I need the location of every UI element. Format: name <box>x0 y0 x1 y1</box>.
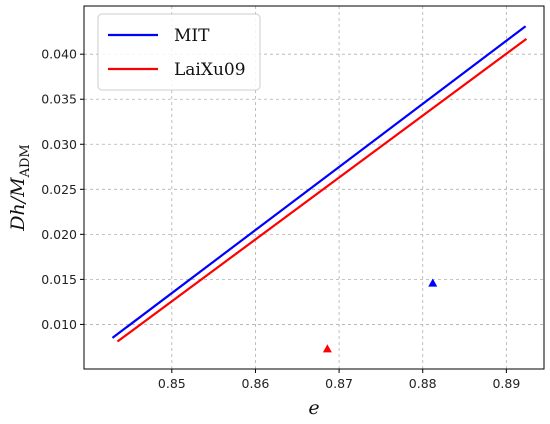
x-tick-label: 0.86 <box>242 376 270 391</box>
series-layer <box>111 25 528 343</box>
x-tick-label: 0.88 <box>409 376 437 391</box>
y-tick-label: 0.025 <box>41 182 77 197</box>
y-tick-label: 0.010 <box>41 317 77 332</box>
series-line-mit <box>111 25 527 339</box>
plot-frame <box>83 5 545 370</box>
y-tick-label: 0.035 <box>41 92 77 107</box>
legend-box <box>97 13 261 91</box>
legend-label-mit: MIT <box>174 26 210 46</box>
svg-text:Dh/MADM: Dh/MADM <box>7 144 33 231</box>
y-tick-label: 0.030 <box>41 137 77 152</box>
x-tick-label: 0.87 <box>325 376 353 391</box>
x-tick-label: 0.85 <box>158 376 186 391</box>
marker-layer <box>322 278 438 353</box>
y-tick-label: 0.040 <box>41 47 77 62</box>
y-axis-label-main: Dh/M <box>7 177 29 232</box>
y-tick-label: 0.015 <box>41 272 77 287</box>
x-tick-label: 0.89 <box>492 376 520 391</box>
series-line-laixu09 <box>116 37 528 343</box>
y-axis-label: Dh/MADM <box>7 144 33 231</box>
x-axis-label: e <box>308 397 319 419</box>
y-tick-label: 0.020 <box>41 227 77 242</box>
triangle-marker <box>322 344 332 353</box>
legend-label-laixu09: LaiXu09 <box>174 60 246 80</box>
y-axis-label-sub: ADM <box>18 144 33 178</box>
legend: MIT LaiXu09 <box>97 13 261 91</box>
ticks: 0.85 0.86 0.87 0.88 0.89 0.010 0.015 0.020 0.025… <box>41 47 520 391</box>
triangle-marker <box>428 278 438 287</box>
